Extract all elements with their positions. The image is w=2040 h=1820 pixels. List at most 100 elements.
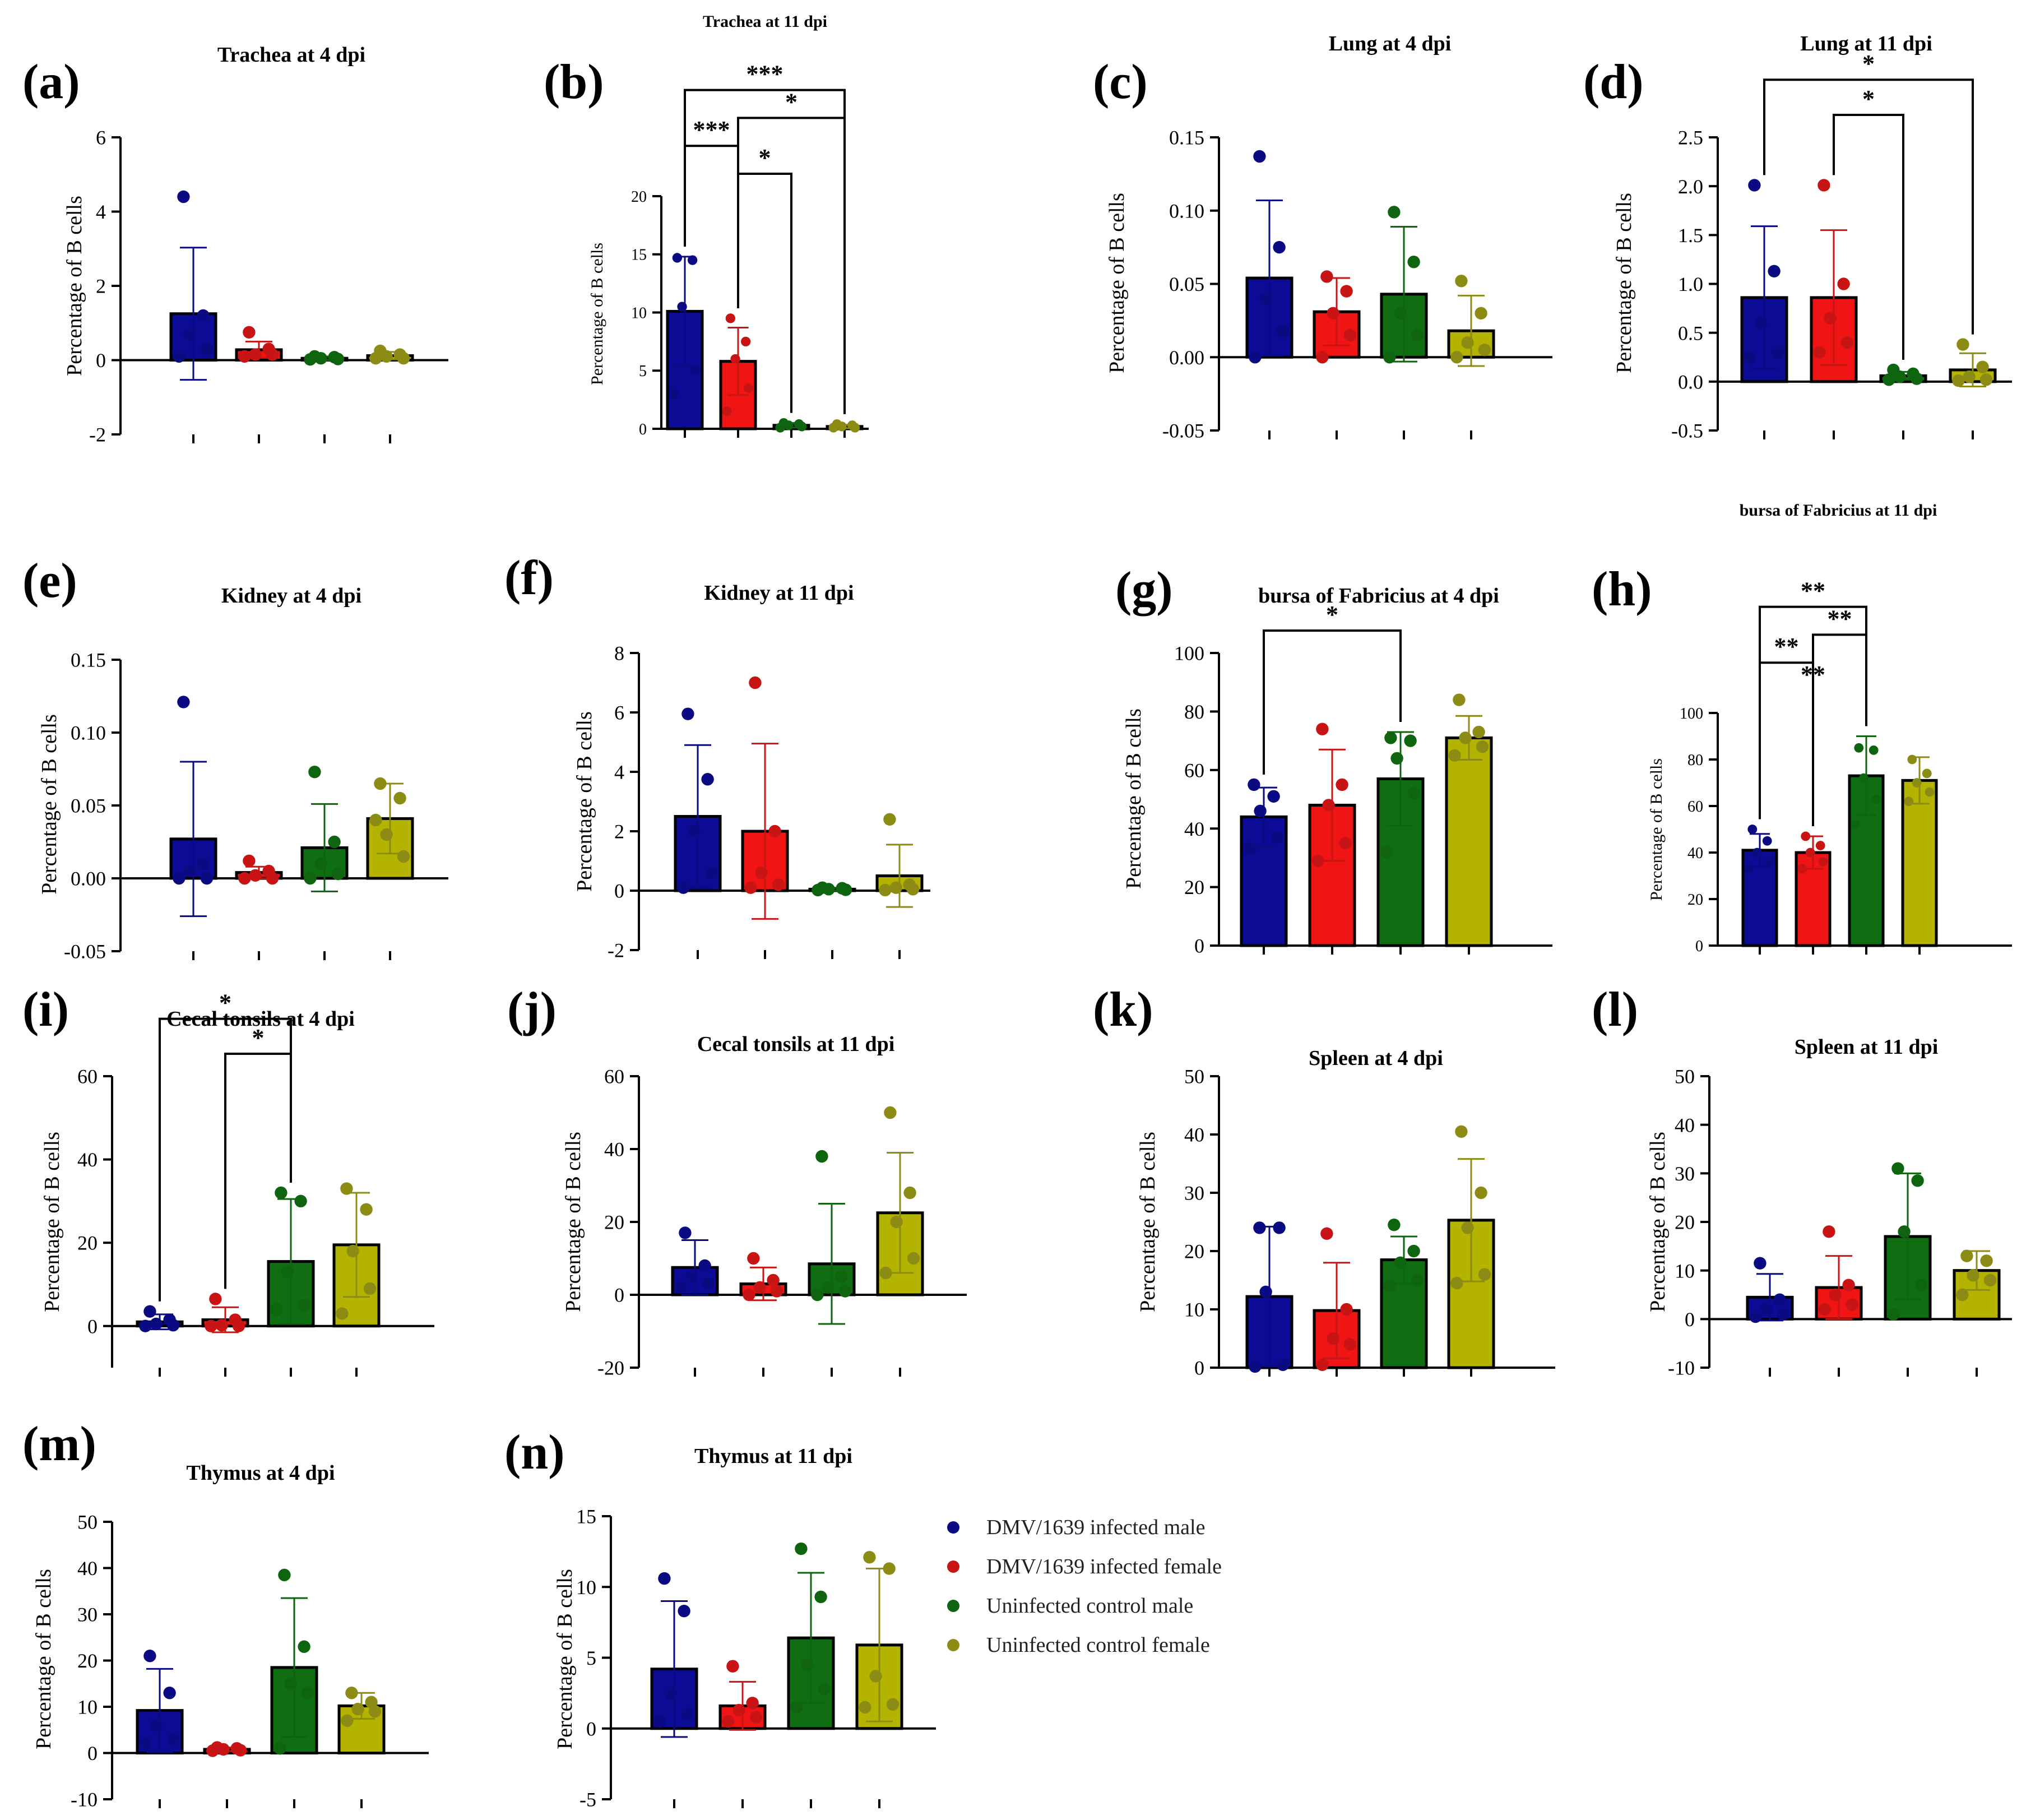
data-point: [835, 1270, 848, 1283]
y-tick-label: -10: [71, 1789, 98, 1811]
y-tick-label: 50: [77, 1511, 98, 1534]
y-tick-label: 0.5: [1678, 322, 1703, 344]
y-tick-label: 10: [77, 1696, 98, 1719]
panel-letter: (h): [1592, 562, 1652, 617]
data-point: [704, 867, 718, 879]
significance-label: *: [759, 144, 771, 172]
panel-letter: (e): [22, 554, 77, 608]
data-point: [1983, 1273, 1997, 1287]
data-point: [177, 190, 190, 203]
data-point: [837, 422, 847, 432]
data-point: [209, 1293, 222, 1305]
y-tick-label: 0: [586, 1717, 596, 1740]
data-point: [1478, 343, 1491, 356]
significance-label: ***: [747, 61, 783, 88]
chart-panel-2: (b) Trachea at 11 dpi Percentage of B cell…: [544, 12, 869, 438]
y-tick-label: -2: [608, 939, 624, 962]
data-point: [346, 1244, 359, 1258]
data-point: [678, 1604, 690, 1618]
y-tick-label: 0.00: [1169, 346, 1204, 369]
panel-letter: (d): [1583, 55, 1644, 109]
y-tick-label: 0: [1194, 935, 1204, 957]
data-point: [243, 854, 256, 868]
data-point: [331, 868, 345, 881]
data-point: [1320, 1227, 1333, 1240]
data-point: [393, 791, 406, 805]
data-point: [744, 881, 757, 894]
y-tick-label: 10: [576, 1576, 596, 1599]
data-point: [1887, 1308, 1900, 1321]
y-tick-label: 0.15: [1169, 127, 1204, 149]
data-point: [374, 777, 387, 790]
data-point: [702, 1277, 715, 1290]
y-axis-label: Percentage of B cells: [1136, 1132, 1160, 1312]
significance-label: *: [252, 1024, 265, 1052]
legend-label: Uninfected control male: [986, 1594, 1194, 1618]
data-point: [266, 348, 279, 361]
y-tick-label: 8: [614, 642, 624, 665]
data-point: [1818, 857, 1828, 867]
significance-label: *: [785, 88, 798, 115]
y-tick-label: 0: [87, 1742, 98, 1765]
data-point: [903, 1186, 916, 1200]
data-point: [1259, 1285, 1272, 1298]
y-tick-label: 20: [1675, 1211, 1695, 1234]
data-point: [183, 327, 196, 341]
data-point: [1461, 1221, 1474, 1234]
y-axis-label: Percentage of B cells: [1647, 758, 1666, 901]
data-point: [1797, 864, 1807, 874]
data-point: [677, 881, 690, 894]
data-point: [197, 857, 210, 870]
panel-letter: (n): [504, 1425, 565, 1480]
data-point: [722, 406, 732, 416]
significance-bracket: [1263, 629, 1402, 775]
data-point: [1411, 328, 1424, 342]
data-point: [1818, 179, 1830, 192]
data-point: [1851, 819, 1861, 830]
panel-title: Lung at 4 dpi: [1329, 32, 1452, 55]
data-point: [1840, 336, 1854, 349]
data-point: [1744, 351, 1756, 364]
data-point: [298, 1640, 310, 1653]
data-point: [284, 1677, 297, 1690]
y-tick-label: 10: [1184, 1299, 1204, 1321]
y-tick-label: 100: [1680, 705, 1703, 723]
data-point: [753, 1281, 766, 1294]
data-point: [1475, 1186, 1487, 1200]
data-point: [217, 1743, 230, 1756]
data-point: [143, 1305, 156, 1318]
chart-panel-10: (j) Cecal tonsils at 11 dpi Percentage of …: [507, 983, 967, 1379]
data-point: [304, 872, 317, 885]
data-point: [1271, 831, 1284, 844]
data-point: [681, 1708, 694, 1721]
data-point: [1407, 256, 1420, 268]
data-point: [1339, 837, 1352, 850]
data-point: [1475, 307, 1487, 319]
data-point: [732, 1703, 745, 1717]
data-point: [1327, 1332, 1339, 1345]
data-point: [345, 1687, 358, 1699]
data-point: [1744, 864, 1754, 874]
data-point: [906, 883, 920, 896]
data-point: [1380, 845, 1393, 859]
significance-label: **: [1828, 605, 1852, 632]
data-point: [1455, 1125, 1468, 1138]
legend-label: DMV/1639 infected female: [986, 1555, 1222, 1578]
data-point: [298, 1299, 311, 1312]
data-point: [1801, 831, 1811, 841]
data-point: [690, 365, 701, 376]
data-point: [1455, 275, 1468, 288]
significance-label: **: [1801, 577, 1825, 605]
data-point: [801, 1658, 814, 1671]
data-point: [1472, 725, 1485, 739]
data-point: [1824, 312, 1837, 325]
data-point: [1461, 336, 1474, 349]
panel-title: Cecal tonsils at 11 dpi: [697, 1032, 895, 1056]
data-point: [369, 813, 382, 827]
y-tick-label: -5: [579, 1789, 596, 1811]
data-point: [1858, 773, 1869, 783]
data-point: [369, 351, 382, 365]
data-point: [822, 1281, 834, 1294]
data-point: [879, 883, 892, 897]
data-point: [1476, 740, 1489, 753]
